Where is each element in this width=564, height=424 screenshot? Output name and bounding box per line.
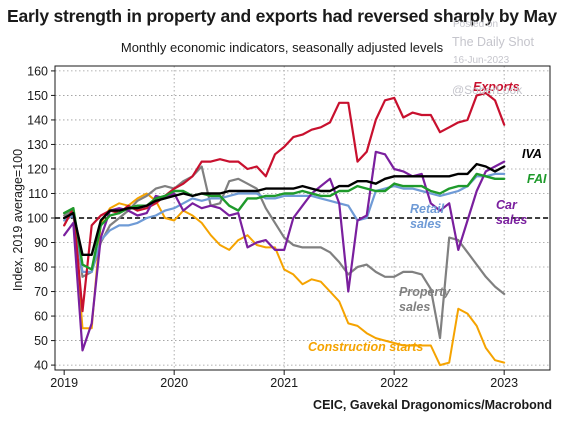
series-labels: Exports IVA FAI Retail sales Car sales Property… [308,80,547,354]
chart-subtitle: Monthly economic indicators, seasonally … [120,40,444,55]
y-tick-label: 100 [27,212,48,226]
series-label-fai: FAI [527,172,547,186]
series-line-construction-starts [63,192,506,367]
x-tick-label: 2020 [160,376,188,390]
y-tick-label: 50 [34,334,48,348]
series-label-car-sales: Car sales [496,198,527,227]
watermark-date: 16-Jun-2023 [453,55,510,66]
series-line-fai [63,172,506,271]
watermark-site: The Daily Shot [452,35,534,49]
y-tick-label: 130 [27,138,48,152]
y-tick-label: 60 [34,310,48,324]
x-tick-label: 2023 [490,376,518,390]
source-note: CEIC, Gavekal Dragonomics/Macrobond [313,398,552,412]
chart-title: Early strength in property and exports h… [7,6,557,26]
y-tick-label: 40 [34,359,48,373]
x-tick-label: 2019 [50,376,78,390]
y-tick-label: 150 [27,89,48,103]
series-line-property-sales [63,165,506,340]
series-line-car-sales [63,150,506,352]
y-axis-label: Index, 2019 average=100 [11,149,25,291]
y-tick-label: 70 [34,285,48,299]
y-tick-label: 90 [34,236,48,250]
series-label-exports: Exports [473,80,520,94]
y-tick-label: 110 [28,187,48,201]
series-label-construction-starts: Construction starts [308,340,423,354]
watermark-posted-on: Posted on [453,19,499,30]
series-label-iva: IVA [522,147,542,161]
series-lines [55,91,550,367]
y-tick-label: 140 [27,113,48,127]
series-line-iva [63,162,506,256]
series-line-retail-sales [63,172,506,273]
series-label-property-sales: Property sales [399,285,451,314]
x-tick-label: 2022 [380,376,408,390]
series-line-exports [63,91,506,313]
x-tick-label: 2021 [270,376,298,390]
series-label-retail-sales: Retail sales [410,202,445,231]
axes: 40 50 60 70 80 90 100 110 120 130 140 150 160 2019 202… [27,64,551,390]
y-tick-label: 120 [27,162,48,176]
y-tick-label: 160 [27,64,48,78]
watermark-handle: @SoberLook [452,83,523,97]
y-tick-label: 80 [34,261,48,275]
